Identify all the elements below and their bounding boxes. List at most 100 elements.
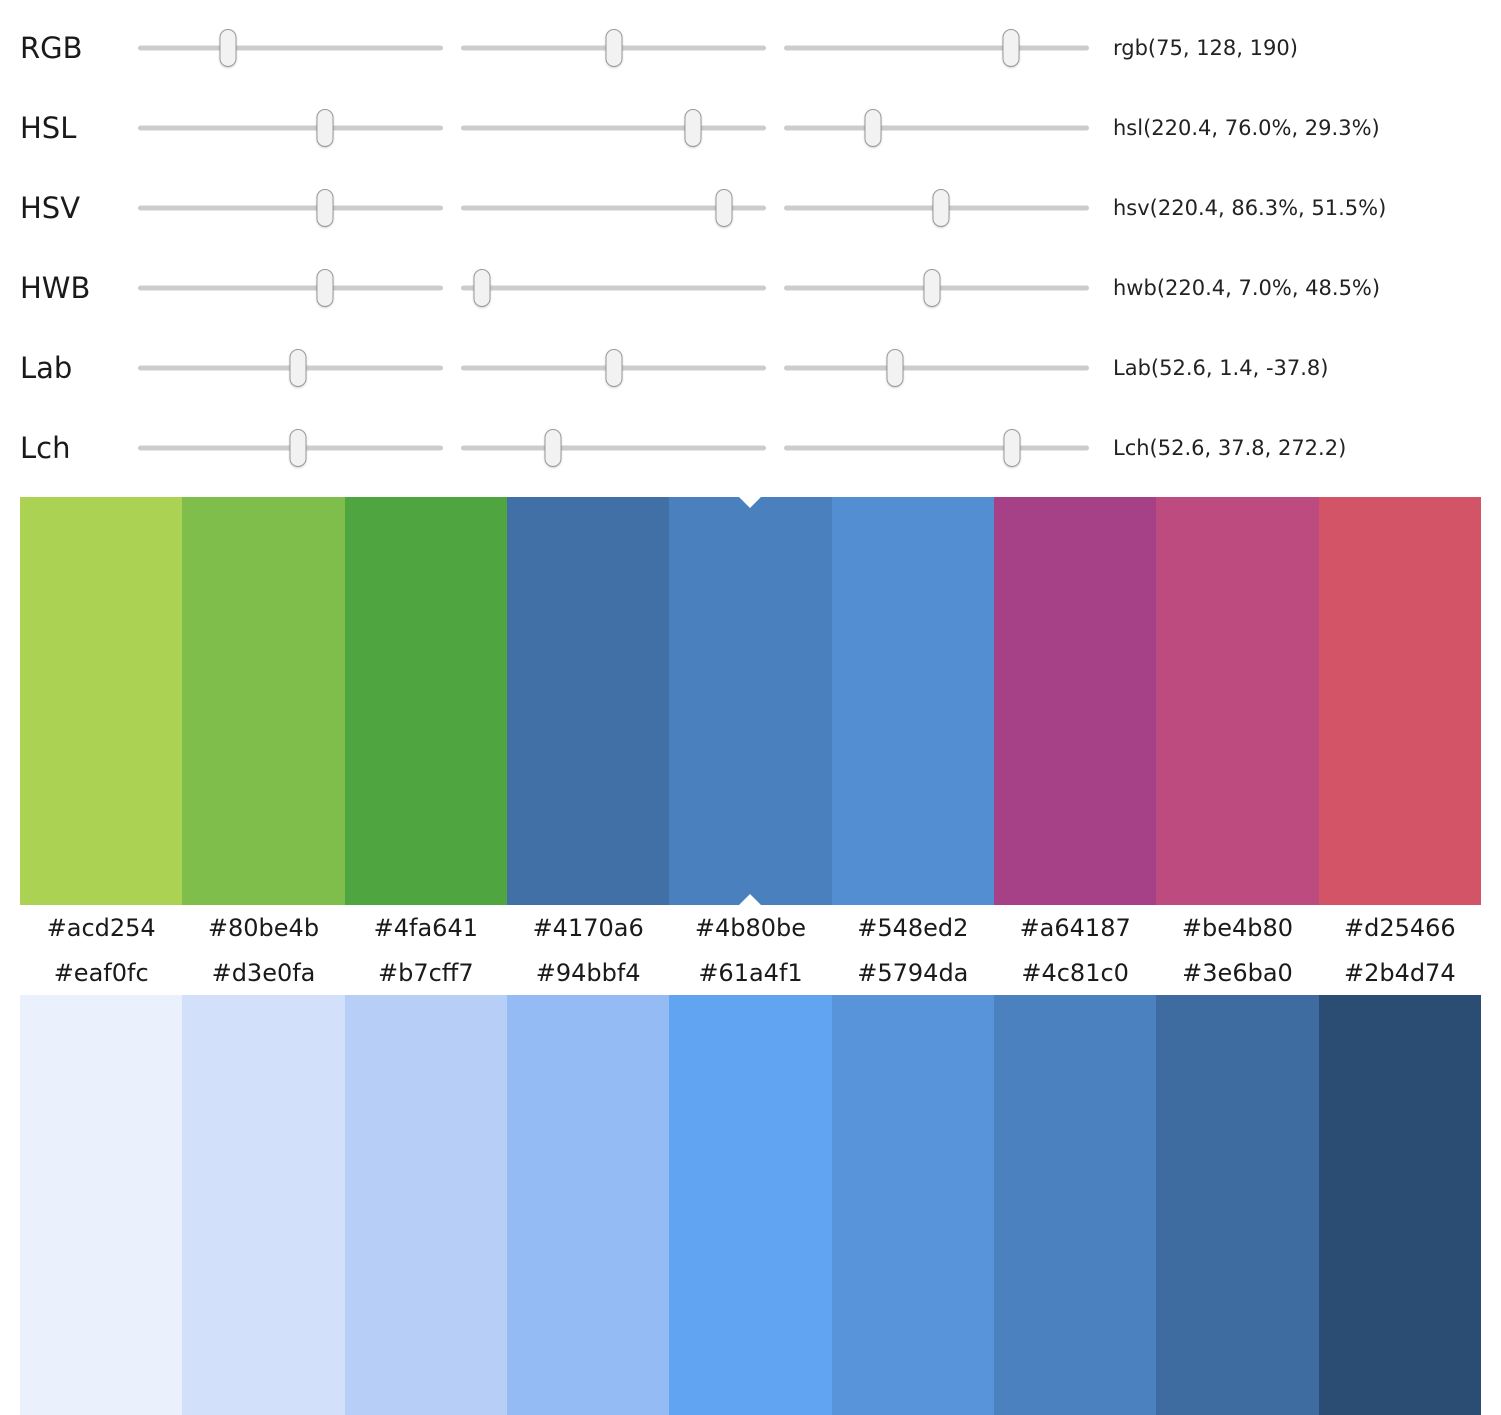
palette-swatch[interactable]: [1318, 497, 1481, 905]
palette-swatch[interactable]: [182, 497, 345, 905]
palette-swatch[interactable]: [20, 995, 183, 1415]
lab-slider-l[interactable]: [138, 346, 443, 390]
color-value-lab: Lab(52.6, 1.4, -37.8): [1113, 356, 1329, 380]
slider-thumb[interactable]: [715, 189, 733, 227]
palette-tints: [20, 995, 1481, 1415]
slider-row-label: HSV: [20, 191, 81, 225]
hsv-slider-v[interactable]: [784, 186, 1089, 230]
lab-slider-a[interactable]: [461, 346, 766, 390]
palette-swatch[interactable]: [506, 995, 670, 1415]
hsl-slider-s[interactable]: [461, 106, 766, 150]
slider-row-label: HWB: [20, 271, 91, 305]
slider-thumb[interactable]: [605, 29, 623, 67]
palette-swatch[interactable]: [993, 497, 1157, 905]
slider-track[interactable]: [784, 45, 1089, 51]
palette-swatch[interactable]: [669, 497, 832, 905]
slider-row-label: Lch: [20, 431, 71, 465]
slider-row-hsv: HSV hsv(220.4, 86.3%, 51.5%): [20, 168, 1501, 248]
palette-swatch[interactable]: [831, 497, 994, 905]
slider-track[interactable]: [784, 445, 1089, 451]
hwb-slider-b[interactable]: [784, 266, 1089, 310]
hwb-slider-h[interactable]: [138, 266, 443, 310]
rgb-slider-b[interactable]: [784, 26, 1089, 70]
slider-thumb[interactable]: [316, 189, 334, 227]
lch-slider-l[interactable]: [138, 426, 443, 470]
slider-thumb[interactable]: [544, 429, 562, 467]
hex-label: #4fa641: [373, 913, 478, 942]
slider-row-rgb: RGB rgb(75, 128, 190): [20, 8, 1501, 88]
hex-label: #a64187: [1019, 913, 1131, 942]
slider-row-hwb: HWB hwb(220.4, 7.0%, 48.5%): [20, 248, 1501, 328]
palette-swatch[interactable]: [1156, 497, 1319, 905]
color-value-lch: Lch(52.6, 37.8, 272.2): [1113, 436, 1347, 460]
palette-swatch[interactable]: [20, 497, 183, 905]
slider-thumb[interactable]: [864, 109, 882, 147]
slider-thumb[interactable]: [684, 109, 702, 147]
hex-label: #d3e0fa: [211, 958, 316, 987]
slider-row-hsl: HSL hsl(220.4, 76.0%, 29.3%): [20, 88, 1501, 168]
lab-slider-b[interactable]: [784, 346, 1089, 390]
slider-track[interactable]: [784, 125, 1089, 131]
hex-label: #b7cff7: [378, 958, 474, 987]
slider-track[interactable]: [461, 125, 766, 131]
palette-swatch[interactable]: [1318, 995, 1481, 1415]
rgb-slider-g[interactable]: [461, 26, 766, 70]
hex-label: #548ed2: [857, 913, 969, 942]
slider-thumb[interactable]: [219, 29, 237, 67]
hsv-slider-h[interactable]: [138, 186, 443, 230]
slider-thumb[interactable]: [1002, 29, 1020, 67]
hsl-slider-h[interactable]: [138, 106, 443, 150]
hex-label: #80be4b: [207, 913, 320, 942]
slider-thumb[interactable]: [605, 349, 623, 387]
hex-labels-main: #acd254 #80be4b #4fa641 #4170a6 #4b80be #548e…: [20, 905, 1481, 950]
color-value-rgb: rgb(75, 128, 190): [1113, 36, 1298, 60]
slider-thumb[interactable]: [289, 429, 307, 467]
hex-label: #4c81c0: [1021, 958, 1129, 987]
hex-label: #4b80be: [694, 913, 807, 942]
palette-swatch[interactable]: [669, 995, 832, 1415]
palette-main: [20, 497, 1481, 905]
hex-label: #94bbf4: [535, 958, 641, 987]
lch-slider-c[interactable]: [461, 426, 766, 470]
slider-thumb[interactable]: [289, 349, 307, 387]
hex-label: #4170a6: [532, 913, 644, 942]
hwb-slider-w[interactable]: [461, 266, 766, 310]
palette-swatch[interactable]: [1156, 995, 1319, 1415]
hsl-slider-l[interactable]: [784, 106, 1089, 150]
palette-swatch[interactable]: [344, 497, 507, 905]
palette-swatch[interactable]: [831, 995, 994, 1415]
palette-swatch[interactable]: [993, 995, 1157, 1415]
slider-track[interactable]: [461, 205, 766, 211]
slider-track[interactable]: [461, 445, 766, 451]
palette-swatch[interactable]: [344, 995, 507, 1415]
hex-label: #be4b80: [1181, 913, 1294, 942]
palette-swatch[interactable]: [182, 995, 345, 1415]
slider-panel: RGB rgb(75, 128, 190) HSL hsl(220.4,: [0, 0, 1501, 488]
slider-thumb[interactable]: [316, 109, 334, 147]
slider-thumb[interactable]: [923, 269, 941, 307]
slider-thumb[interactable]: [932, 189, 950, 227]
slider-track[interactable]: [138, 205, 443, 211]
hex-label: #3e6ba0: [1182, 958, 1293, 987]
slider-track[interactable]: [138, 45, 443, 51]
slider-track[interactable]: [461, 285, 766, 291]
slider-thumb[interactable]: [1003, 429, 1021, 467]
slider-track[interactable]: [784, 365, 1089, 371]
lch-slider-h[interactable]: [784, 426, 1089, 470]
hex-label: #5794da: [857, 958, 969, 987]
slider-track[interactable]: [138, 125, 443, 131]
slider-row-label: Lab: [20, 351, 73, 385]
rgb-slider-r[interactable]: [138, 26, 443, 70]
color-value-hwb: hwb(220.4, 7.0%, 48.5%): [1113, 276, 1381, 300]
slider-thumb[interactable]: [473, 269, 491, 307]
hex-label: #acd254: [46, 913, 156, 942]
slider-track[interactable]: [138, 285, 443, 291]
slider-thumb[interactable]: [886, 349, 904, 387]
slider-row-lch: Lch Lch(52.6, 37.8, 272.2): [20, 408, 1501, 488]
hsv-slider-s[interactable]: [461, 186, 766, 230]
color-value-hsl: hsl(220.4, 76.0%, 29.3%): [1113, 116, 1380, 140]
color-value-hsv: hsv(220.4, 86.3%, 51.5%): [1113, 196, 1387, 220]
slider-thumb[interactable]: [316, 269, 334, 307]
slider-row-label: RGB: [20, 31, 83, 65]
palette-swatch[interactable]: [506, 497, 670, 905]
